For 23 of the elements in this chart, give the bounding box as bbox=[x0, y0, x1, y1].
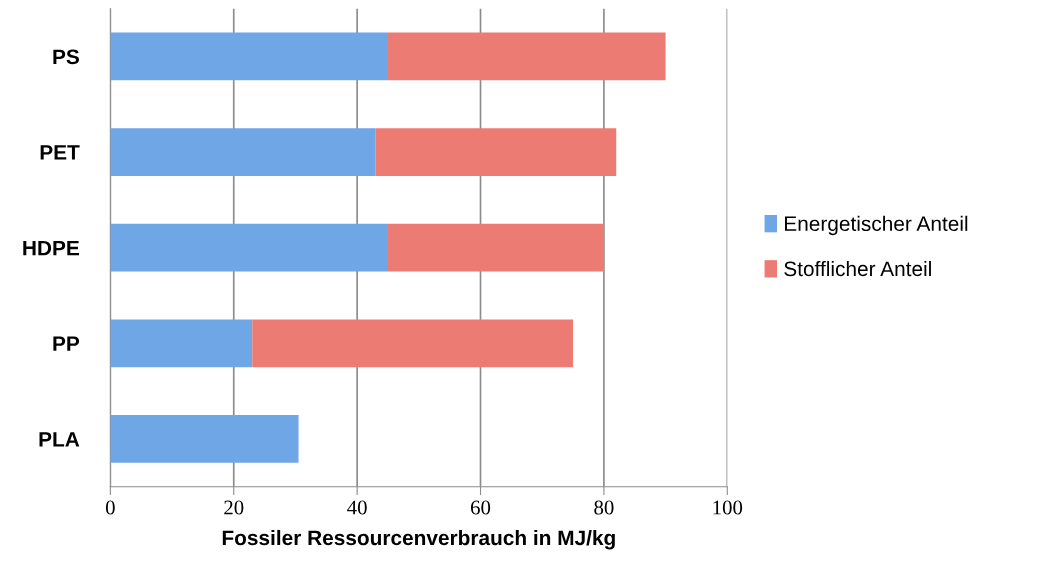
bar bbox=[387, 223, 604, 272]
y-tick-label: PET bbox=[40, 145, 80, 160]
x-tick-label: 60 bbox=[471, 500, 491, 515]
x-tick-label: 20 bbox=[224, 500, 244, 515]
y-tick-label: PP bbox=[53, 336, 80, 351]
bar bbox=[110, 32, 388, 81]
legend-label: Stofflicher Anteil bbox=[784, 260, 931, 277]
bar bbox=[252, 319, 574, 368]
x-axis-title: Fossiler Ressourcenverbrauch in MJ/kg bbox=[222, 529, 615, 550]
x-tick-label: 0 bbox=[105, 500, 115, 515]
bar bbox=[375, 128, 617, 176]
bar bbox=[110, 128, 376, 176]
y-tick-label: HDPE bbox=[23, 240, 79, 256]
bar bbox=[387, 32, 666, 81]
y-tick-label: PLA bbox=[39, 432, 80, 447]
bar bbox=[110, 415, 299, 463]
y-tick-label: PS bbox=[53, 49, 79, 65]
x-tick-label: 100 bbox=[713, 500, 743, 515]
bar bbox=[110, 319, 253, 368]
x-tick-label: 80 bbox=[594, 500, 614, 515]
x-tick-label: 40 bbox=[347, 500, 367, 515]
bar bbox=[110, 223, 388, 272]
legend-label: Energetischer Anteil bbox=[785, 215, 968, 236]
